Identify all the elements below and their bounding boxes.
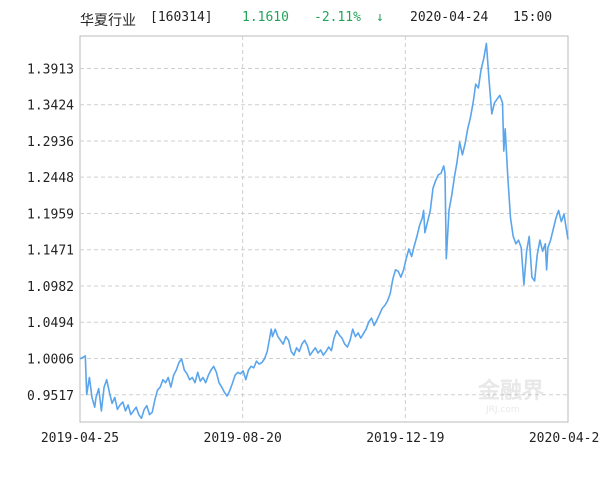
latest-value: 1.1610 xyxy=(242,10,289,25)
x-tick-label: 2019-08-20 xyxy=(204,431,282,446)
y-tick-label: 1.0006 xyxy=(27,352,74,367)
series-line xyxy=(79,42,569,420)
grid-vertical xyxy=(242,36,406,422)
change-percent: -2.11% xyxy=(314,10,361,25)
fund-code: [160314] xyxy=(150,10,213,25)
x-axis-ticks: 2019-04-25 2019-08-20 2019-12-19 2020-04-24 xyxy=(41,431,600,446)
watermark-text: 金融界 xyxy=(477,378,544,404)
y-tick-label: 1.3424 xyxy=(27,99,74,114)
quote-date: 2020-04-24 xyxy=(410,10,489,25)
y-tick-label: 0.9517 xyxy=(27,389,74,404)
watermark-subtext: JRJ.com xyxy=(485,405,520,415)
y-tick-label: 1.1959 xyxy=(27,207,74,222)
arrow-down-icon: ↓ xyxy=(376,10,384,25)
x-tick-label: 2020-04-24 xyxy=(529,431,600,446)
y-axis-ticks: 1.3913 1.3424 1.2936 1.2448 1.1959 1.1471 1.09… xyxy=(27,62,74,403)
x-tick-label: 2019-12-19 xyxy=(366,431,444,446)
y-tick-label: 1.0982 xyxy=(27,280,74,295)
y-tick-label: 1.2448 xyxy=(27,171,74,186)
watermark-logo: 金融界 JRJ.com xyxy=(477,378,544,415)
quote-time: 15:00 xyxy=(513,10,553,25)
y-tick-label: 1.2936 xyxy=(27,135,74,150)
grid-horizontal xyxy=(80,67,568,396)
y-tick-label: 1.0494 xyxy=(27,316,74,331)
y-tick-label: 1.1471 xyxy=(27,244,74,259)
x-tick-label: 2019-04-25 xyxy=(41,431,119,446)
plot-frame xyxy=(79,35,569,423)
y-tick-label: 1.3913 xyxy=(27,62,74,77)
fund-name: 华夏行业 xyxy=(80,13,136,29)
